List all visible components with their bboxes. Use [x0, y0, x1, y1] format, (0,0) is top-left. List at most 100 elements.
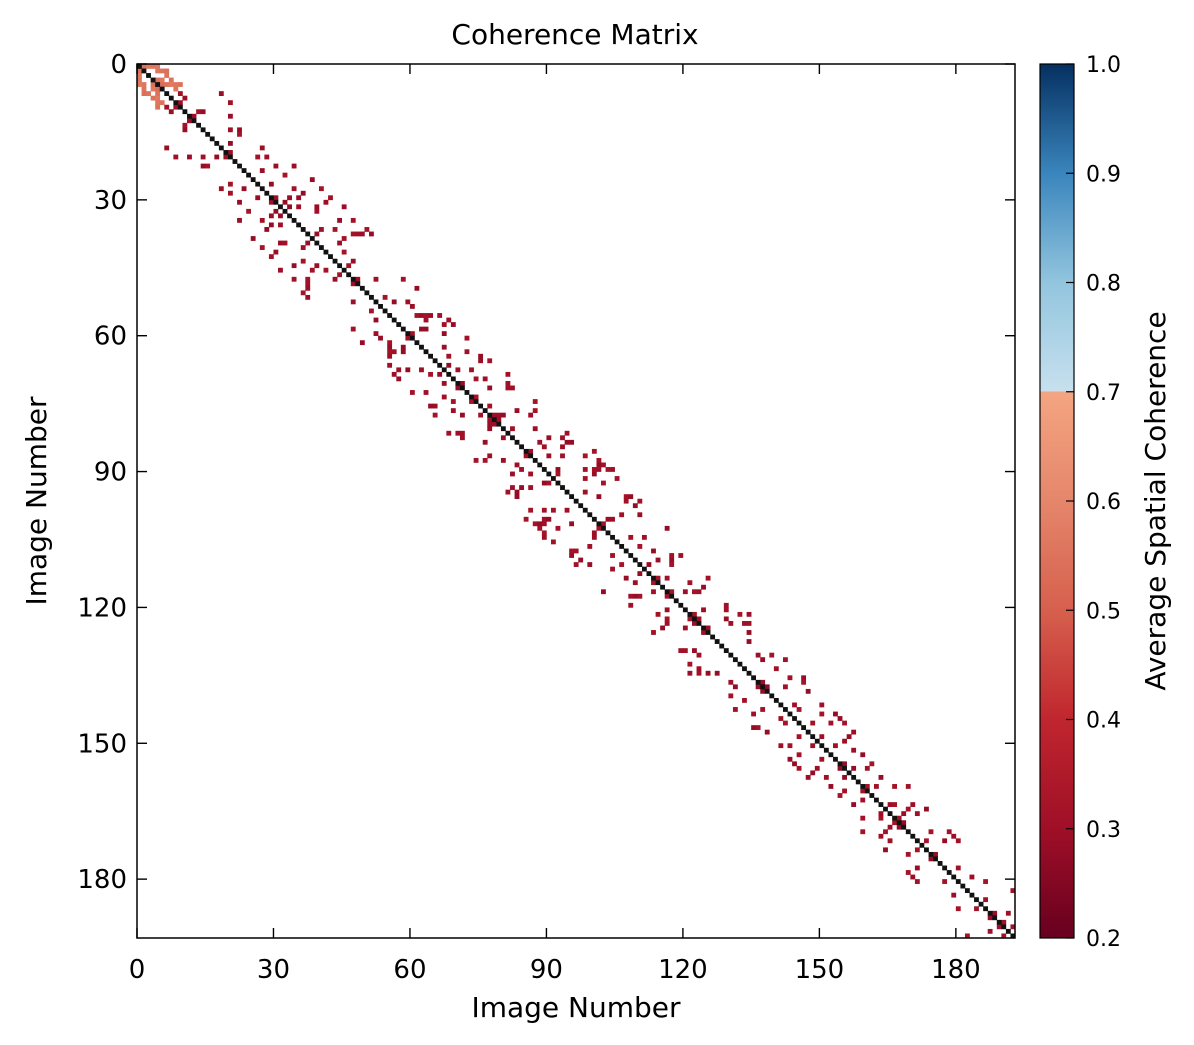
heatmap-cell	[287, 195, 292, 201]
heatmap-cells	[137, 64, 1016, 939]
heatmap-cell	[655, 611, 661, 617]
diagonal-cell	[937, 861, 943, 866]
heatmap-cell	[905, 870, 911, 875]
heatmap-cell	[273, 195, 279, 201]
heatmap-cell	[159, 82, 165, 87]
diagonal-cell	[469, 394, 474, 400]
heatmap-cell	[837, 716, 843, 721]
heatmap-cell	[305, 285, 311, 291]
heatmap-cell	[983, 879, 989, 884]
heatmap-cell	[137, 82, 142, 87]
heatmap-cell	[541, 521, 547, 527]
diagonal-cell	[992, 915, 998, 921]
heatmap-cell	[409, 331, 415, 337]
heatmap-cell	[883, 829, 888, 835]
diagonal-cell	[414, 340, 420, 346]
diagonal-cell	[823, 747, 829, 753]
heatmap-cell	[150, 86, 156, 92]
heatmap-cell	[391, 349, 397, 355]
diagonal-cell	[833, 756, 838, 762]
heatmap-cell	[387, 353, 393, 359]
heatmap-cell	[628, 602, 634, 608]
heatmap-cell	[560, 435, 565, 441]
diagonal-cell	[705, 630, 711, 635]
heatmap-cell	[1010, 888, 1016, 894]
diagonal-cell	[837, 761, 843, 767]
heatmap-cell	[505, 380, 511, 386]
heatmap-cell	[314, 231, 320, 237]
heatmap-cell	[851, 729, 857, 735]
heatmap-cell	[510, 426, 515, 432]
heatmap-cell	[651, 589, 656, 595]
heatmap-cell	[359, 340, 365, 346]
heatmap-cell	[259, 245, 265, 250]
diagonal-cell	[692, 616, 697, 622]
heatmap-cell	[223, 154, 229, 160]
heatmap-cell	[792, 761, 797, 767]
diagonal-cell	[764, 688, 770, 694]
heatmap-cell	[227, 140, 233, 146]
heatmap-cell	[510, 471, 515, 477]
heatmap-cell	[914, 811, 920, 817]
heatmap-cell	[623, 494, 629, 500]
heatmap-cell	[773, 666, 779, 672]
heatmap-cell	[155, 77, 161, 83]
heatmap-cell	[373, 317, 379, 323]
diagonal-cell	[805, 729, 811, 735]
heatmap-cell	[905, 806, 911, 812]
heatmap-cell	[482, 439, 488, 445]
heatmap-cell	[373, 276, 379, 282]
heatmap-cell	[860, 797, 866, 803]
heatmap-cell	[296, 204, 302, 210]
heatmap-cell	[350, 231, 356, 237]
diagonal-cell	[537, 462, 543, 468]
diagonal-cell	[587, 512, 593, 518]
heatmap-cell	[482, 457, 488, 463]
heatmap-cell	[300, 258, 306, 264]
heatmap-cell	[614, 476, 620, 481]
heatmap-cell	[755, 652, 761, 658]
heatmap-cell	[651, 580, 656, 586]
heatmap-cell	[723, 602, 729, 608]
x-tick-label: 0	[129, 955, 146, 985]
heatmap-cell	[387, 344, 393, 350]
heatmap-cell	[664, 616, 670, 622]
heatmap-cell	[423, 317, 429, 323]
heatmap-cell	[537, 521, 543, 527]
heatmap-cell	[287, 204, 292, 210]
heatmap-cell	[746, 621, 752, 626]
heatmap-cell	[619, 512, 625, 518]
heatmap-cell	[705, 575, 711, 581]
heatmap-cell	[828, 720, 834, 726]
heatmap-cell	[400, 344, 406, 350]
heatmap-cell	[664, 575, 670, 581]
heatmap-diagonal	[137, 64, 1016, 939]
heatmap-cell	[459, 435, 465, 441]
heatmap-cell	[441, 394, 447, 400]
heatmap-cell	[350, 299, 356, 305]
heatmap-cell	[851, 765, 857, 771]
diagonal-cell	[728, 652, 734, 658]
diagonal-cell	[541, 467, 547, 472]
heatmap-cell	[168, 109, 174, 115]
heatmap-cell	[805, 774, 811, 780]
heatmap-cell	[878, 833, 884, 839]
heatmap-cell	[796, 734, 802, 740]
heatmap-cell	[842, 788, 847, 794]
heatmap-cell	[701, 607, 706, 613]
diagonal-cell	[318, 245, 324, 250]
diagonal-cell	[227, 154, 233, 160]
diagonal-cell	[655, 580, 661, 586]
heatmap-cell	[350, 217, 356, 223]
diagonal-cell	[464, 390, 470, 395]
heatmap-cell	[605, 516, 611, 522]
heatmap-cell	[291, 163, 297, 169]
heatmap-cell	[519, 467, 524, 472]
heatmap-cell	[341, 204, 347, 210]
heatmap-cell	[323, 199, 329, 205]
diagonal-cell	[332, 258, 338, 264]
x-axis-label: Image Number	[471, 991, 681, 1024]
diagonal-cell	[964, 888, 970, 894]
heatmap-cell	[669, 589, 675, 595]
heatmap-cell	[860, 752, 866, 758]
